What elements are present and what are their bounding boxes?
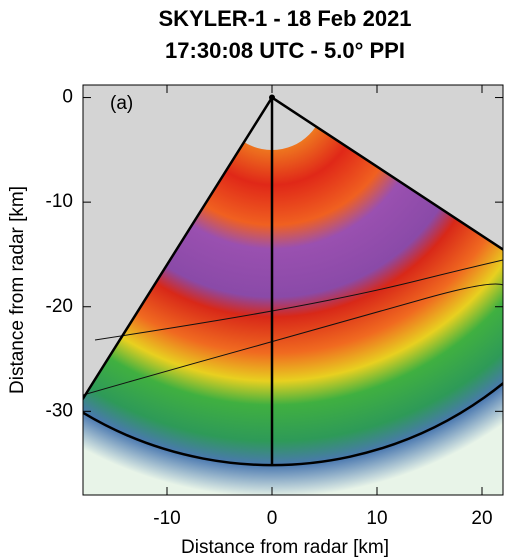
- x-axis-label: Distance from radar [km]: [181, 537, 389, 558]
- coastline: [94, 259, 503, 341]
- reflectivity-field: [83, 97, 503, 495]
- panel-label: (a): [110, 93, 133, 114]
- plot-area: [83, 85, 503, 495]
- coastline: [83, 283, 503, 396]
- y-axis-label: Distance from radar [km]: [7, 186, 28, 394]
- x-tick-label: -10: [153, 508, 180, 529]
- y-tick-label: -10: [46, 191, 73, 212]
- y-tick-label: 0: [62, 87, 73, 108]
- x-tick-label: 10: [366, 508, 387, 529]
- x-tick-label: 0: [267, 508, 278, 529]
- y-tick-label: -20: [46, 296, 73, 317]
- chart-subtitle: 17:30:08 UTC - 5.0° PPI: [165, 38, 405, 63]
- x-tick-label: 20: [471, 508, 492, 529]
- chart-title: SKYLER-1 - 18 Feb 2021: [158, 6, 411, 31]
- sector-outline: [83, 94, 503, 467]
- radar-site: [269, 94, 275, 101]
- plot-frame: [82, 84, 504, 496]
- y-tick-label: -30: [46, 400, 73, 421]
